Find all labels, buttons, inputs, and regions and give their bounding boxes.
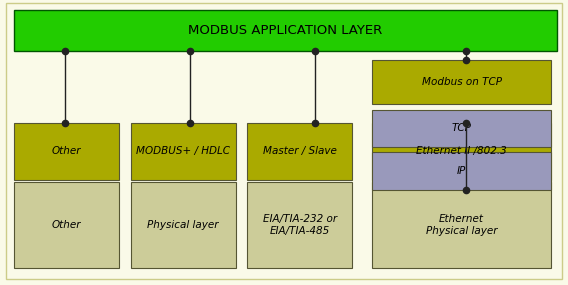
Bar <box>372 123 551 180</box>
Bar <box>136 185 241 270</box>
Text: MODBUS+ / HDLC: MODBUS+ / HDLC <box>136 146 230 156</box>
Bar <box>377 112 556 149</box>
Text: Physical layer: Physical layer <box>148 220 219 230</box>
Text: IP: IP <box>457 166 466 176</box>
Bar <box>377 62 556 107</box>
Bar <box>372 182 551 268</box>
Text: Other: Other <box>52 220 81 230</box>
Bar <box>377 185 556 270</box>
Bar <box>19 125 124 182</box>
Bar <box>20 13 562 54</box>
Bar <box>372 110 551 147</box>
Bar <box>252 125 357 182</box>
Bar <box>19 185 124 270</box>
Bar <box>247 182 352 268</box>
Text: EIA/TIA-232 or
EIA/TIA-485: EIA/TIA-232 or EIA/TIA-485 <box>262 214 337 236</box>
Text: Other: Other <box>52 146 81 156</box>
Bar <box>247 123 352 180</box>
Text: TCP: TCP <box>452 123 471 133</box>
Bar <box>377 125 556 182</box>
Text: Modbus on TCP: Modbus on TCP <box>421 77 502 87</box>
Bar <box>131 123 236 180</box>
Bar <box>131 182 236 268</box>
Bar <box>14 123 119 180</box>
Text: Ethernet II /802.3: Ethernet II /802.3 <box>416 146 507 156</box>
Bar <box>136 125 241 182</box>
Bar <box>372 152 551 190</box>
Bar <box>372 60 551 104</box>
Text: Ethernet
Physical layer: Ethernet Physical layer <box>426 214 497 236</box>
Bar <box>252 185 357 270</box>
Bar <box>377 155 556 192</box>
Text: Master / Slave: Master / Slave <box>262 146 337 156</box>
Bar <box>14 10 557 51</box>
Text: MODBUS APPLICATION LAYER: MODBUS APPLICATION LAYER <box>189 24 382 37</box>
Bar <box>14 182 119 268</box>
